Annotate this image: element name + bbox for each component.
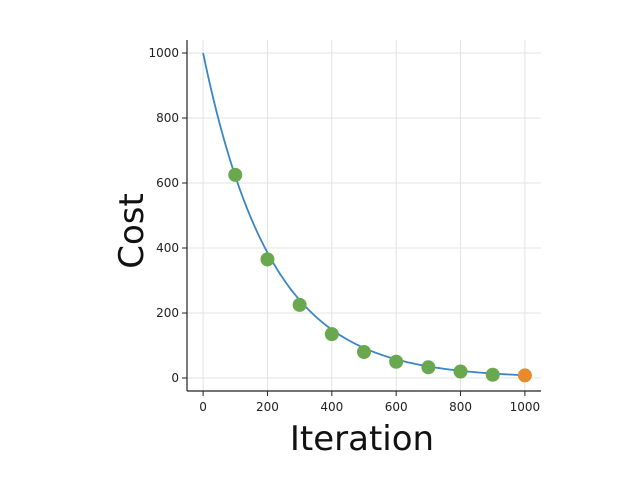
axes <box>186 40 541 392</box>
grid <box>187 40 541 391</box>
green-data-point <box>324 327 339 342</box>
cost-curve <box>202 52 525 377</box>
x-tick-label: 0 <box>199 400 207 414</box>
green-data-point <box>485 367 500 382</box>
green-data-point <box>260 252 275 267</box>
x-tick-label: 600 <box>385 400 408 414</box>
green-data-point <box>453 364 468 379</box>
y-tick-label: 0 <box>171 371 179 385</box>
y-tick-label: 400 <box>156 241 179 255</box>
y-tick-label: 1000 <box>148 46 179 60</box>
orange-final-point <box>517 368 532 383</box>
y-axis-title: Cost <box>112 193 152 269</box>
green-data-point <box>228 167 243 182</box>
y-tick-label: 200 <box>156 306 179 320</box>
x-tick-label: 200 <box>256 400 279 414</box>
x-tick-label: 400 <box>320 400 343 414</box>
x-tick-label: 1000 <box>510 400 541 414</box>
x-tick-label: 800 <box>449 400 472 414</box>
cost-curve-layer <box>202 52 525 377</box>
green-data-point <box>292 297 307 312</box>
y-tick-label: 800 <box>156 111 179 125</box>
ticks: 0 200 400 600 800 1000 0 200 400 600 800 1000 <box>148 46 540 414</box>
green-data-point <box>389 354 404 369</box>
x-axis-title: Iteration <box>290 419 434 459</box>
data-points <box>228 167 532 383</box>
green-data-point <box>421 360 436 375</box>
y-tick-label: 600 <box>156 176 179 190</box>
green-data-point <box>357 345 371 359</box>
